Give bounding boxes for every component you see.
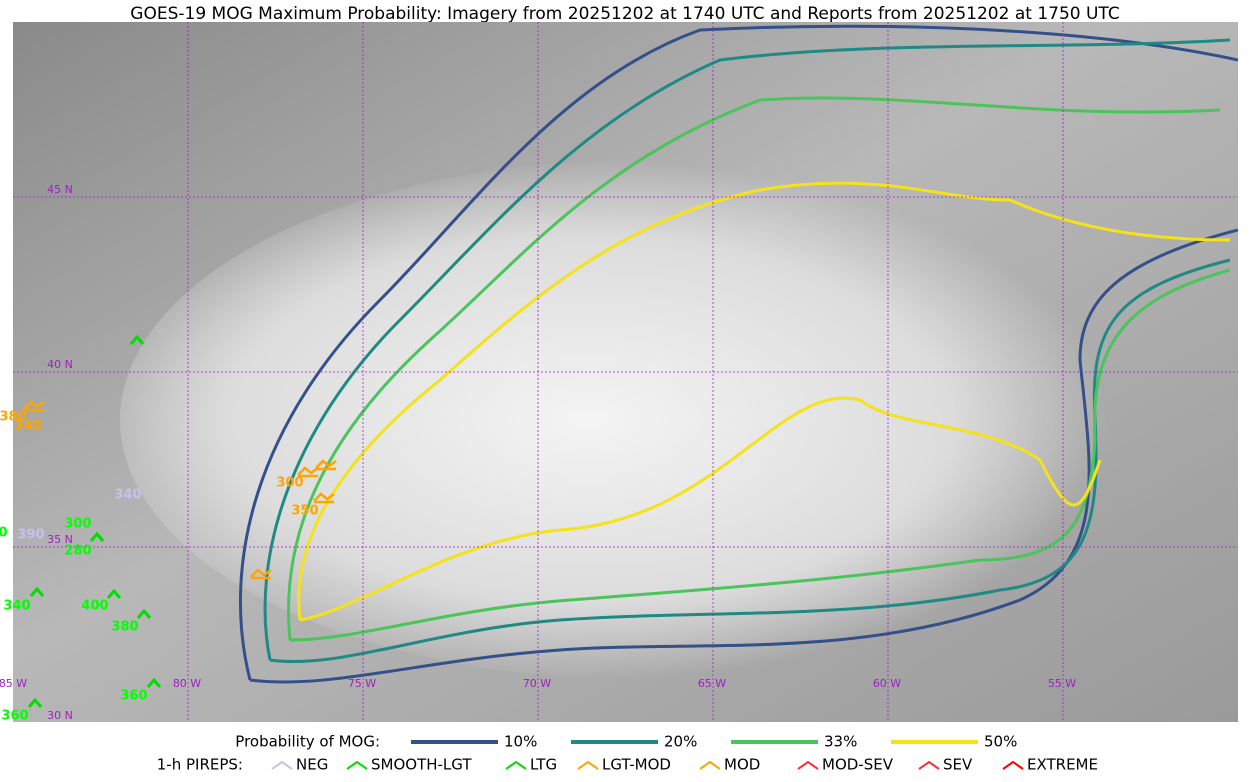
pirep-symbol [106, 588, 122, 599]
pirep-symbol [297, 466, 319, 478]
contours [239, 24, 1238, 684]
pirep-symbol [250, 568, 272, 580]
pirep-altitude: 280 [64, 544, 91, 559]
legend-label: EXTREME [1027, 756, 1098, 774]
pirep-altitude: 400 [81, 599, 108, 614]
latitude-label: 40 N [47, 358, 73, 371]
legend-symbol [1002, 760, 1024, 770]
grid-lines [13, 22, 1238, 722]
legend-label: SMOOTH-LGT [371, 756, 472, 774]
pirep-altitude: 390 [17, 528, 44, 543]
pirep-symbol [23, 400, 45, 412]
longitude-label: 65 W [698, 677, 726, 690]
latitude-label: 35 N [47, 533, 73, 546]
longitude-label: 55 W [1048, 677, 1076, 690]
pirep-symbol [29, 586, 45, 597]
pirep-symbol [146, 677, 162, 688]
pirep-symbol [315, 459, 337, 471]
pirep-altitude: 340 [14, 419, 41, 434]
longitude-label: 60 W [873, 677, 901, 690]
pirep-altitude: 340 [3, 599, 30, 614]
pirep-symbol [89, 531, 105, 542]
pirep-altitude: 300 [276, 476, 303, 491]
pirep-altitude: 380 [0, 410, 27, 425]
pirep-symbol [136, 608, 152, 619]
coordinate-labels: 45 N 40 N 35 N 30 N 85 W 80 W 75 W 70 W 65 W 60 W… [0, 183, 1076, 722]
pirep-altitude: 350 [291, 504, 318, 519]
legend-symbol [577, 760, 599, 770]
legend-symbol [699, 760, 721, 770]
legend-symbol [918, 760, 940, 770]
pirep-altitude: 360 [1, 709, 28, 724]
legend-label: 20% [664, 733, 697, 751]
pirep-symbol [27, 697, 43, 708]
pirep-altitude: 360 [120, 689, 147, 704]
pirep-symbol [313, 492, 335, 504]
legend-symbol [271, 760, 293, 770]
pirep-symbol [129, 334, 145, 345]
latitude-label: 30 N [47, 709, 73, 722]
legend: Probability of MOG: 1-h PIREPS: 10% 20% 33… [157, 733, 1098, 774]
legend-title: 1-h PIREPS: [157, 756, 243, 774]
legend-symbol [797, 760, 819, 770]
pirep-altitude: 340 [114, 488, 141, 503]
legend-symbol [346, 760, 368, 770]
legend-label: 33% [824, 733, 857, 751]
legend-title: Probability of MOG: [235, 733, 380, 751]
longitude-label: 75 W [348, 677, 376, 690]
pirep-altitude: 380 [111, 620, 138, 635]
longitude-label: 70 W [523, 677, 551, 690]
longitude-label: 80 W [173, 677, 201, 690]
legend-symbol [505, 760, 527, 770]
pirep-altitude: 300 [64, 517, 91, 532]
legend-label: LTG [530, 756, 557, 774]
legend-label: MOD [724, 756, 760, 774]
longitude-label: 85 W [0, 677, 27, 690]
legend-label: MOD-SEV [822, 756, 894, 774]
latitude-label: 45 N [47, 183, 73, 196]
pirep-altitude: 0 [0, 526, 8, 541]
legend-label: SEV [943, 756, 973, 774]
map [13, 22, 1238, 722]
title: GOES-19 MOG Maximum Probability: Imagery… [130, 4, 1119, 24]
legend-label: NEG [296, 756, 328, 774]
legend-label: 50% [984, 733, 1017, 751]
legend-label: 10% [504, 733, 537, 751]
cloud-field [120, 160, 1160, 680]
legend-label: LGT-MOD [602, 756, 671, 774]
